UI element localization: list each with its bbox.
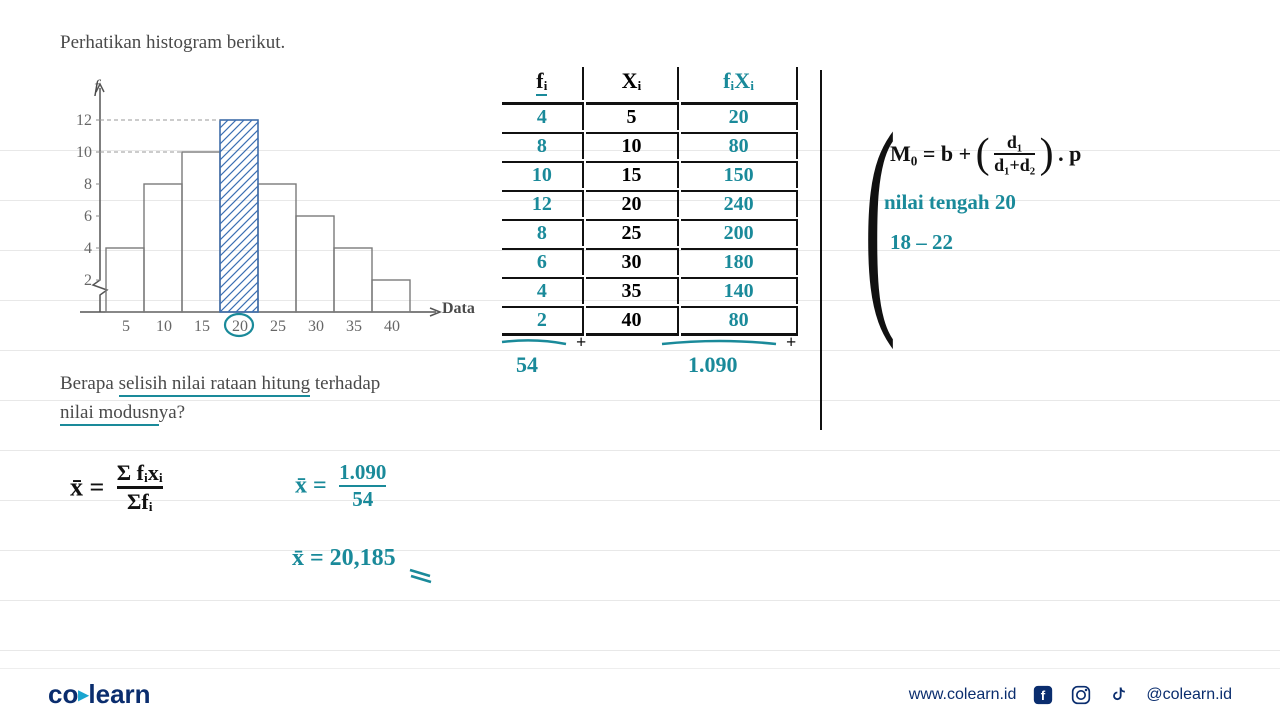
vertical-divider [820,70,822,430]
xtick: 25 [264,318,292,336]
sum-fixi: 1.090 [688,352,738,378]
ytick: 12 [68,112,92,130]
plus-sign: + [786,332,796,353]
underline [500,336,570,350]
problem-title: Perhatikan histogram berikut. [60,32,285,54]
footer-right: www.colearn.id f @colearn.id [909,684,1232,706]
y-axis-label: f [94,76,99,97]
q-underlined: nilai modusn [60,402,159,426]
calculation-table: fᵢ Xᵢ fᵢXᵢ 4520 81080 1015150 1220240 82… [500,65,800,338]
xtick: 5 [112,318,140,336]
mode-formula: M₀ = b + ( d₁ d₁+d₂ ) . p [890,130,1081,178]
underline [660,336,780,350]
ytick: 2 [68,272,92,290]
brand-logo: co▸learn [48,679,151,710]
th: fᵢXᵢ [681,67,798,100]
ytick: 8 [68,176,92,194]
histogram-chart: f Data 2 4 6 8 10 12 5 10 15 20 25 30 35… [60,80,450,350]
q-part: Berapa [60,373,119,394]
ytick: 6 [68,208,92,226]
footer: co▸learn www.colearn.id f @colearn.id [0,668,1280,720]
double-underline-icon [408,566,434,584]
footer-url: www.colearn.id [909,686,1017,704]
note-interval: 18 – 22 [890,230,953,255]
svg-text:f: f [1041,688,1046,703]
th: Xᵢ [586,67,679,100]
xtick: 10 [150,318,178,336]
xtick: 40 [378,318,406,336]
mean-calculation: x̄ = 1.090 54 [295,460,386,512]
th: fᵢ [502,67,584,100]
mean-formula: x̄ = Σ fᵢxᵢ Σfᵢ [70,460,163,515]
mean-result: x̄ = 20,185 [292,545,396,572]
instagram-icon [1070,684,1092,706]
q-part: ya? [159,402,185,423]
tiktok-icon [1108,684,1130,706]
x-axis-label: Data [442,300,475,318]
footer-handle: @colearn.id [1146,686,1232,704]
note-nilai-tengah: nilai tengah 20 [884,190,1016,215]
xtick: 15 [188,318,216,336]
xtick: 30 [302,318,330,336]
plus-sign: + [576,332,586,353]
question-text: Berapa selisih nilai rataan hitung terha… [60,370,460,427]
q-underlined: selisih nilai rataan hitung [119,373,311,397]
ytick: 10 [68,144,92,162]
q-part: terhadap [310,373,380,394]
facebook-icon: f [1032,684,1054,706]
circle-annotation [222,312,256,340]
ytick: 4 [68,240,92,258]
sum-fi: 54 [516,352,538,378]
xtick: 35 [340,318,368,336]
